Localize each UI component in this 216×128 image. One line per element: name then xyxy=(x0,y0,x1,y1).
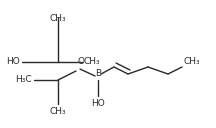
Text: CH₃: CH₃ xyxy=(50,14,66,23)
Text: H₃C: H₃C xyxy=(15,76,32,84)
Text: B: B xyxy=(95,70,101,78)
Text: O: O xyxy=(78,57,85,66)
Text: CH₃: CH₃ xyxy=(50,107,66,116)
Text: HO: HO xyxy=(6,57,20,67)
Text: HO: HO xyxy=(91,99,105,108)
Text: CH₃: CH₃ xyxy=(84,57,101,67)
Text: CH₃: CH₃ xyxy=(184,57,201,67)
